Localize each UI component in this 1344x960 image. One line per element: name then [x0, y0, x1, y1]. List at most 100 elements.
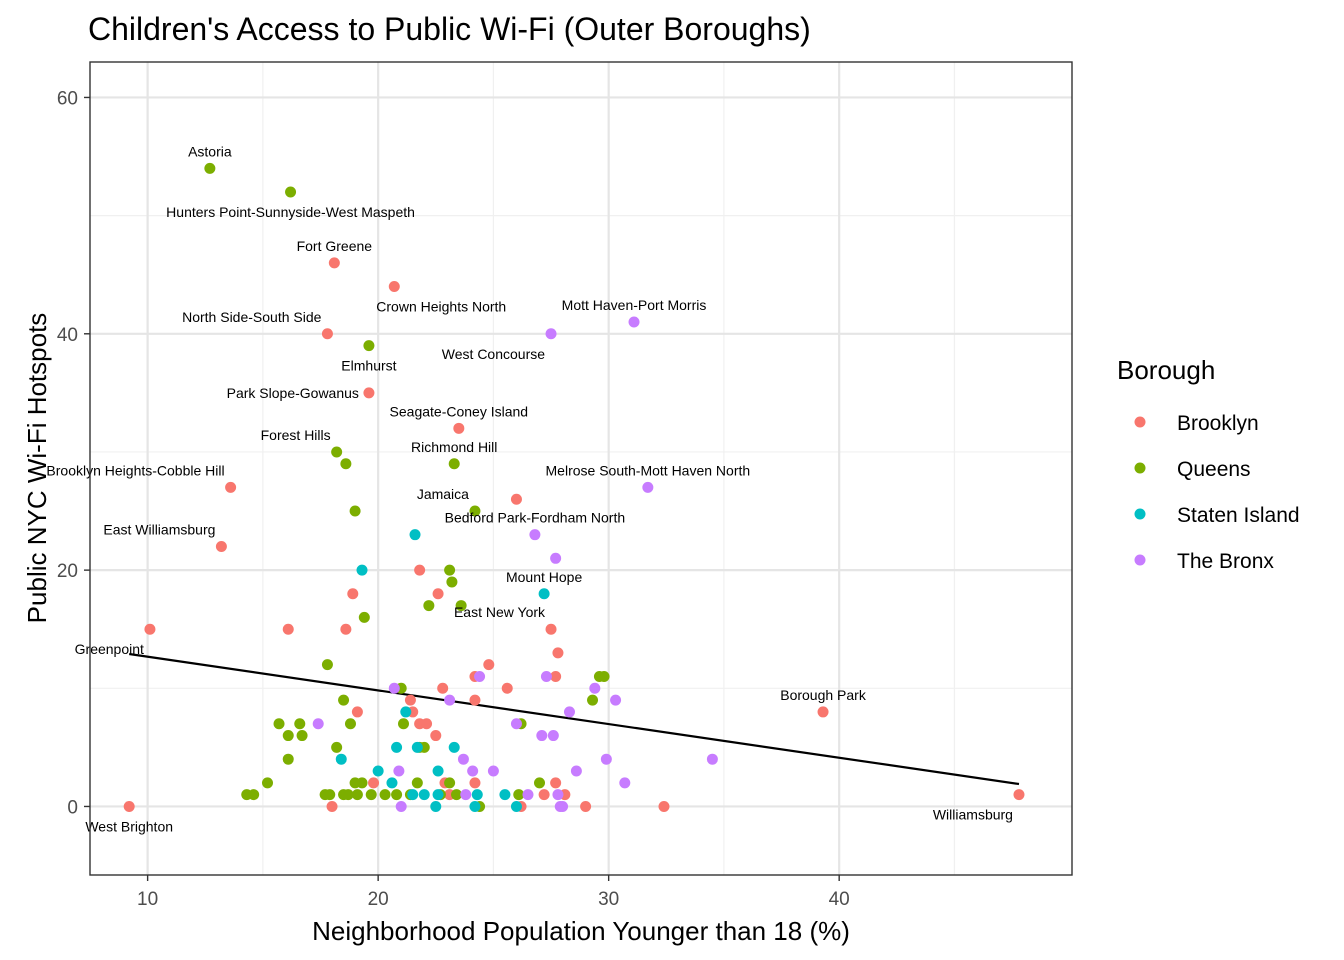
- point-label: East Williamsburg: [103, 521, 215, 537]
- point-brooklyn: [430, 730, 442, 742]
- labeled-point: [817, 706, 829, 718]
- point-queens: [598, 670, 610, 682]
- point-label: Melrose South-Mott Haven North: [546, 462, 751, 478]
- y-axis-title: Public NYC Wi-Fi Hotspots: [22, 313, 52, 624]
- labeled-point: [545, 623, 557, 635]
- point-brooklyn: [580, 800, 592, 812]
- legend: Borough Brooklyn Queens Staten Island The B…: [1117, 355, 1300, 573]
- point-label: Borough Park: [780, 687, 867, 703]
- axis-ticks: 10 20 30 40 0 20 40 60: [57, 88, 850, 910]
- legend-title: Borough: [1117, 355, 1215, 385]
- labeled-point: [453, 422, 465, 434]
- point-brooklyn: [326, 800, 338, 812]
- point-label: Richmond Hill: [411, 439, 497, 455]
- plot-background: [90, 62, 1072, 875]
- point-staten-island: [411, 741, 423, 753]
- point-label: Greenpoint: [75, 641, 144, 657]
- point-brooklyn: [414, 564, 426, 576]
- point-label: Williamsburg: [933, 807, 1013, 823]
- point-the-bronx: [457, 753, 469, 765]
- point-queens: [296, 730, 308, 742]
- point-the-bronx: [570, 765, 582, 777]
- point-staten-island: [510, 800, 522, 812]
- point-brooklyn: [469, 777, 481, 789]
- point-queens: [411, 777, 423, 789]
- data-points: [123, 162, 1025, 812]
- point-label: Fort Greene: [297, 238, 373, 254]
- point-brooklyn: [340, 623, 352, 635]
- point-brooklyn: [404, 694, 416, 706]
- y-tick-label: 20: [57, 561, 78, 582]
- labeled-point: [642, 481, 654, 493]
- point-staten-island: [432, 789, 444, 801]
- labeled-point: [448, 458, 460, 470]
- labeled-point: [215, 540, 227, 552]
- point-brooklyn: [351, 706, 363, 718]
- point-staten-island: [448, 741, 460, 753]
- point-staten-island: [499, 789, 511, 801]
- point-label: North Side-South Side: [182, 309, 322, 325]
- point-label: Brooklyn Heights-Cobble Hill: [46, 462, 224, 478]
- point-label: Elmhurst: [341, 358, 396, 374]
- point-queens: [451, 789, 463, 801]
- y-tick-label: 40: [57, 325, 78, 346]
- labeled-point: [628, 316, 640, 328]
- point-queens: [344, 718, 356, 730]
- point-queens: [534, 777, 546, 789]
- point-brooklyn: [469, 694, 481, 706]
- x-tick-label: 30: [598, 889, 619, 910]
- point-queens: [398, 718, 410, 730]
- point-label: East New York: [454, 604, 546, 620]
- point-brooklyn: [282, 623, 294, 635]
- point-staten-island: [391, 741, 403, 753]
- labeled-point: [204, 162, 216, 174]
- point-the-bronx: [547, 730, 559, 742]
- point-the-bronx: [467, 765, 479, 777]
- labeled-point: [363, 387, 375, 399]
- labeled-point: [144, 623, 156, 635]
- legend-key: [1134, 416, 1146, 428]
- point-brooklyn: [538, 789, 550, 801]
- point-label: Jamaica: [417, 486, 469, 502]
- point-staten-island: [400, 706, 412, 718]
- point-queens: [273, 718, 285, 730]
- point-queens: [391, 789, 403, 801]
- point-queens: [513, 789, 525, 801]
- point-brooklyn: [437, 682, 449, 694]
- point-the-bronx: [536, 730, 548, 742]
- labeled-point: [545, 328, 557, 340]
- point-the-bronx: [460, 789, 472, 801]
- point-the-bronx: [600, 753, 612, 765]
- point-the-bronx: [550, 552, 562, 564]
- point-label: West Concourse: [442, 346, 545, 362]
- trend-line: [129, 652, 1020, 786]
- point-brooklyn: [483, 659, 495, 671]
- point-the-bronx: [563, 706, 575, 718]
- labeled-point: [469, 505, 481, 517]
- point-the-bronx: [474, 670, 486, 682]
- point-label: Park Slope-Gowanus: [227, 385, 359, 401]
- point-the-bronx: [552, 789, 564, 801]
- point-staten-island: [418, 789, 430, 801]
- labeled-point: [529, 529, 541, 541]
- point-brooklyn: [552, 647, 564, 659]
- point-brooklyn: [432, 588, 444, 600]
- point-labels: Astoria Hunters Point-Sunnyside-West Masp…: [46, 143, 1013, 834]
- point-queens: [349, 505, 361, 517]
- point-queens: [455, 600, 467, 612]
- labeled-point: [363, 340, 375, 352]
- point-queens: [248, 789, 260, 801]
- point-label: West Brighton: [85, 818, 173, 834]
- point-label: Bedford Park-Fordham North: [445, 510, 626, 526]
- point-the-bronx: [706, 753, 718, 765]
- point-the-bronx: [610, 694, 622, 706]
- point-queens: [321, 659, 333, 671]
- point-queens: [294, 718, 306, 730]
- point-queens: [331, 741, 343, 753]
- point-staten-island: [335, 753, 347, 765]
- point-staten-island: [432, 765, 444, 777]
- y-tick-label: 0: [67, 797, 78, 818]
- point-staten-island: [386, 777, 398, 789]
- point-brooklyn: [510, 493, 522, 505]
